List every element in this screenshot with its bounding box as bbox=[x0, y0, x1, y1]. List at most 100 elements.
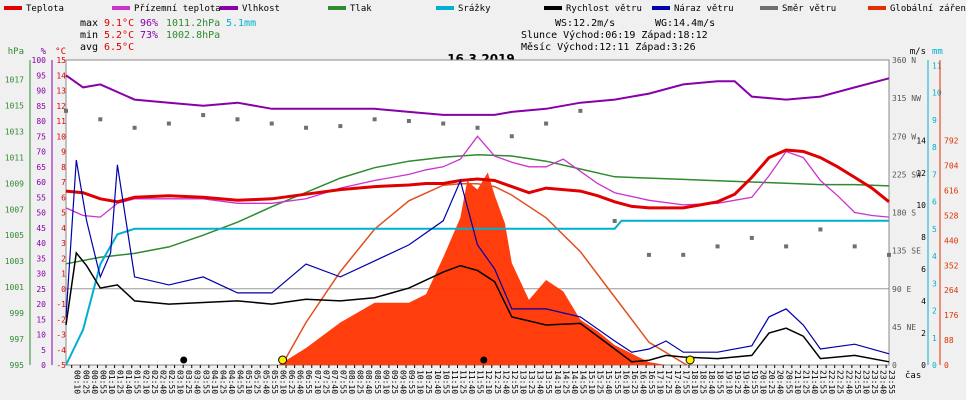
mm-axis-tick-label: 4 bbox=[932, 252, 937, 261]
x-tick-label: 13:40 bbox=[536, 370, 545, 394]
wind-direction-point bbox=[98, 117, 103, 122]
x-tick-label: 12:55 bbox=[510, 370, 519, 394]
temp-axis-tick-label: 3 bbox=[61, 239, 66, 248]
legend-label: Globální záření bbox=[890, 4, 966, 14]
x-tick-label: 22:40 bbox=[844, 370, 853, 394]
dir-axis-tick-label: 135 SE bbox=[892, 247, 921, 256]
wind-direction-point bbox=[269, 121, 274, 126]
sunrise-marker bbox=[278, 355, 288, 365]
x-tick-label: 15:25 bbox=[596, 370, 605, 394]
ms-axis-tick-label: 14 bbox=[916, 137, 926, 146]
temp-axis-tick-label: -4 bbox=[56, 346, 66, 355]
temp-axis-tick-label: -2 bbox=[56, 315, 66, 324]
pct-axis-tick-label: 85 bbox=[36, 102, 46, 111]
hpa-axis-tick-label: 999 bbox=[10, 309, 25, 318]
ms-axis-tick-label: 10 bbox=[916, 201, 926, 210]
stats-avg-label: avg bbox=[80, 42, 98, 53]
x-tick-label: 14:10 bbox=[553, 370, 562, 394]
temp-axis-tick-label: 2 bbox=[61, 254, 66, 263]
x-tick-label: 01:40 bbox=[124, 370, 133, 394]
pct-axis-tick-label: 45 bbox=[36, 224, 46, 233]
x-tick-label: 12:40 bbox=[501, 370, 510, 394]
ms-axis-tick-label: 8 bbox=[921, 233, 926, 242]
stats-max-hum: 96% bbox=[140, 18, 158, 29]
x-tick-label: 02:40 bbox=[158, 370, 167, 394]
x-tick-label: 10:25 bbox=[424, 370, 433, 394]
wind-direction-point bbox=[166, 121, 171, 126]
x-tick-label: 03:25 bbox=[184, 370, 193, 394]
pct-axis-tick-label: 65 bbox=[36, 163, 46, 172]
x-tick-label: 22:10 bbox=[827, 370, 836, 394]
x-tick-label: 18:25 bbox=[699, 370, 708, 394]
pct-axis-tick-label: 15 bbox=[36, 315, 46, 324]
x-tick-label: 22:55 bbox=[853, 370, 862, 394]
stats-max-label: max bbox=[80, 18, 98, 29]
temp-axis-tick-label: 5 bbox=[61, 209, 66, 218]
x-tick-label: 10:40 bbox=[433, 370, 442, 394]
x-tick-label: 08:25 bbox=[356, 370, 365, 394]
wind-direction-point bbox=[887, 252, 891, 257]
ms-axis-tick-label: 4 bbox=[921, 297, 926, 306]
x-tick-label: 01:10 bbox=[107, 370, 116, 394]
x-tick-label: 22:25 bbox=[836, 370, 845, 394]
x-tick-label: 19:10 bbox=[724, 370, 733, 394]
dir-axis-tick-label: 0 bbox=[892, 361, 897, 370]
dir-axis-tick-label: 45 NE bbox=[892, 323, 916, 332]
x-tick-label: 02:55 bbox=[167, 370, 176, 394]
x-tick-label: 05:10 bbox=[244, 370, 253, 394]
wm2-axis-tick-label: 616 bbox=[944, 187, 959, 196]
x-tick-label: 04:25 bbox=[218, 370, 227, 394]
temp-axis-tick-label: -3 bbox=[56, 331, 66, 340]
pct-axis-tick-label: 80 bbox=[36, 117, 46, 126]
temp-axis-tick-label: 8 bbox=[61, 163, 66, 172]
x-tick-label: 08:55 bbox=[373, 370, 382, 394]
x-tick-label: 05:25 bbox=[253, 370, 262, 394]
x-tick-label: 00:10 bbox=[73, 370, 82, 394]
stats-min-label: min bbox=[80, 30, 98, 41]
mm-axis-tick-label: 3 bbox=[932, 279, 937, 288]
x-tick-label: 09:25 bbox=[390, 370, 399, 394]
x-tick-label: 03:40 bbox=[193, 370, 202, 394]
pct-axis-tick-label: 60 bbox=[36, 178, 46, 187]
x-tick-label: 16:55 bbox=[647, 370, 656, 394]
moonrise-marker bbox=[480, 356, 488, 364]
pct-axis-tick-label: 75 bbox=[36, 132, 46, 141]
wind-direction-point bbox=[64, 108, 68, 113]
pct-axis-tick-label: 100 bbox=[32, 56, 47, 65]
wind-direction-point bbox=[509, 134, 514, 139]
wind-direction-point bbox=[132, 125, 137, 130]
pct-axis-tick-label: 25 bbox=[36, 285, 46, 294]
pct-axis-tick-label: 90 bbox=[36, 87, 46, 96]
x-tick-label: 03:10 bbox=[176, 370, 185, 394]
x-tick-label: 10:55 bbox=[441, 370, 450, 394]
wind-direction-point bbox=[201, 113, 206, 118]
dir-axis-tick-label: 180 S bbox=[892, 209, 916, 218]
legend: Teplota Přízemní teplota Vlhkost Tlak Srážky… bbox=[4, 4, 966, 14]
wind-direction-point bbox=[406, 119, 411, 123]
hpa-axis-tick-label: 1017 bbox=[5, 75, 24, 84]
pct-axis-tick-label: 55 bbox=[36, 193, 46, 202]
wind-direction-point bbox=[852, 244, 857, 249]
wind-direction-point bbox=[784, 244, 789, 249]
x-tick-label: 15:40 bbox=[604, 370, 613, 394]
temp-axis-tick-label: 1 bbox=[61, 270, 66, 279]
wind-direction-point bbox=[749, 235, 754, 240]
ms-axis-tick-label: 0 bbox=[921, 361, 926, 370]
hpa-axis-tick-label: 1013 bbox=[5, 127, 24, 136]
temp-axis-tick-label: 10 bbox=[56, 132, 66, 141]
x-tick-label: 09:55 bbox=[407, 370, 416, 394]
x-tick-label: 23:10 bbox=[861, 370, 870, 394]
legend-label: Přízemní teplota bbox=[134, 4, 221, 14]
ms-axis-tick-label: 2 bbox=[921, 329, 926, 338]
x-tick-label: 20:55 bbox=[784, 370, 793, 394]
legend-label: Náraz větru bbox=[674, 4, 734, 14]
x-tick-label: 11:25 bbox=[458, 370, 467, 394]
wm2-axis-tick-label: 0 bbox=[944, 361, 949, 370]
temp-axis-tick-label: 14 bbox=[56, 71, 66, 80]
stats-avg-temp: 6.5°C bbox=[104, 42, 134, 53]
x-tick-label: 23:25 bbox=[870, 370, 879, 394]
x-tick-label: 00:25 bbox=[81, 370, 90, 394]
hpa-axis-tick-label: 1011 bbox=[5, 153, 24, 162]
sunset-marker bbox=[685, 355, 695, 365]
x-tick-label: 01:25 bbox=[116, 370, 125, 394]
